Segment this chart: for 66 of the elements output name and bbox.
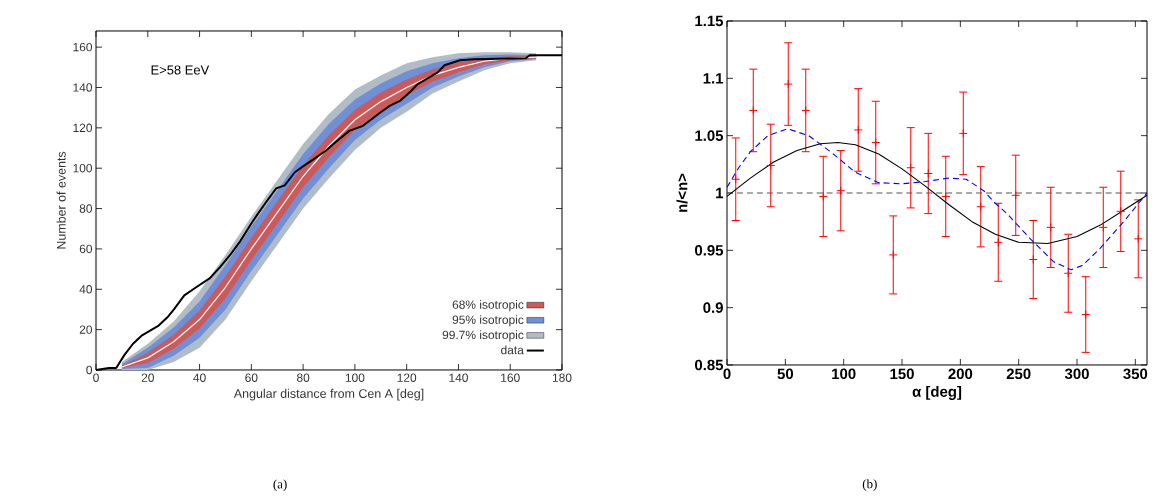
- point: [836, 186, 846, 196]
- legend-label: 95% isotropic: [452, 315, 524, 327]
- y-tick-label: 100: [73, 163, 93, 173]
- y-tick-label: 140: [73, 83, 93, 92]
- x-tick-label: 0: [93, 373, 99, 382]
- x-tick-label: 200: [948, 368, 973, 380]
- point: [941, 191, 951, 201]
- point: [958, 128, 968, 138]
- point: [801, 105, 811, 115]
- y-tick-label: 0.9: [703, 302, 723, 313]
- point: [748, 105, 758, 115]
- point: [1011, 190, 1021, 200]
- y-tick-label: 1.1: [703, 73, 724, 84]
- y-tick-label: 60: [79, 244, 93, 254]
- text: (b): [862, 479, 877, 491]
- point: [1133, 234, 1143, 244]
- point: [906, 163, 916, 173]
- x-tick-label: 160: [501, 373, 520, 382]
- y-tick-label: 160: [73, 42, 93, 52]
- y-tick-label: 0.85: [695, 359, 724, 371]
- annotation: E>58 EeV: [151, 65, 210, 75]
- point: [1063, 268, 1073, 278]
- point: [853, 125, 863, 135]
- text: (a): [273, 479, 287, 492]
- y-tick-label: 1.05: [695, 130, 724, 141]
- line-series: [726, 128, 1148, 271]
- point: [1116, 206, 1126, 216]
- x-tick-label: 180: [552, 373, 572, 382]
- x-tick-label: 100: [832, 368, 856, 380]
- y-axis-title: Number of events: [56, 151, 66, 249]
- x-tick-label: 60: [245, 373, 258, 382]
- legend-label: data: [501, 345, 524, 355]
- point: [818, 191, 828, 201]
- point: [993, 237, 1003, 247]
- point: [783, 79, 793, 89]
- point: [976, 202, 986, 212]
- x-tick-label: 120: [397, 373, 417, 382]
- y-tick-label: 1: [716, 187, 724, 199]
- point: [1046, 222, 1056, 232]
- y-tick-label: 20: [79, 325, 93, 334]
- x-tick-label: 40: [193, 373, 206, 382]
- y-tick-label: 1.15: [695, 15, 724, 27]
- x-tick-label: 20: [141, 373, 154, 382]
- x-tick-label: 100: [345, 373, 365, 382]
- legend-label: 99.7% isotropic: [442, 330, 524, 342]
- point: [888, 250, 898, 260]
- point: [731, 174, 741, 184]
- point: [1081, 310, 1091, 320]
- point: [1098, 222, 1108, 232]
- point: [766, 160, 776, 170]
- x-axis-title: Angular distance from Cen A [deg]: [233, 388, 424, 401]
- x-tick-label: 50: [777, 368, 794, 380]
- x-tick-label: 300: [1064, 368, 1089, 380]
- x-tick-label: 80: [296, 373, 310, 382]
- y-tick-label: 0.95: [695, 245, 724, 256]
- y-tick-label: 80: [79, 204, 93, 213]
- x-tick-label: 150: [890, 368, 914, 380]
- x-tick-label: 250: [1006, 368, 1031, 380]
- x-tick-label: 350: [1123, 368, 1148, 380]
- legend-label: 68% isotropic: [452, 300, 524, 312]
- y-tick-label: 40: [79, 285, 93, 294]
- x-axis-title: α [deg]: [912, 385, 962, 400]
- y-tick-label: 120: [73, 123, 93, 133]
- x-tick-label: 140: [449, 373, 468, 382]
- y-axis-title: n/<n>: [676, 173, 688, 212]
- point: [871, 138, 881, 148]
